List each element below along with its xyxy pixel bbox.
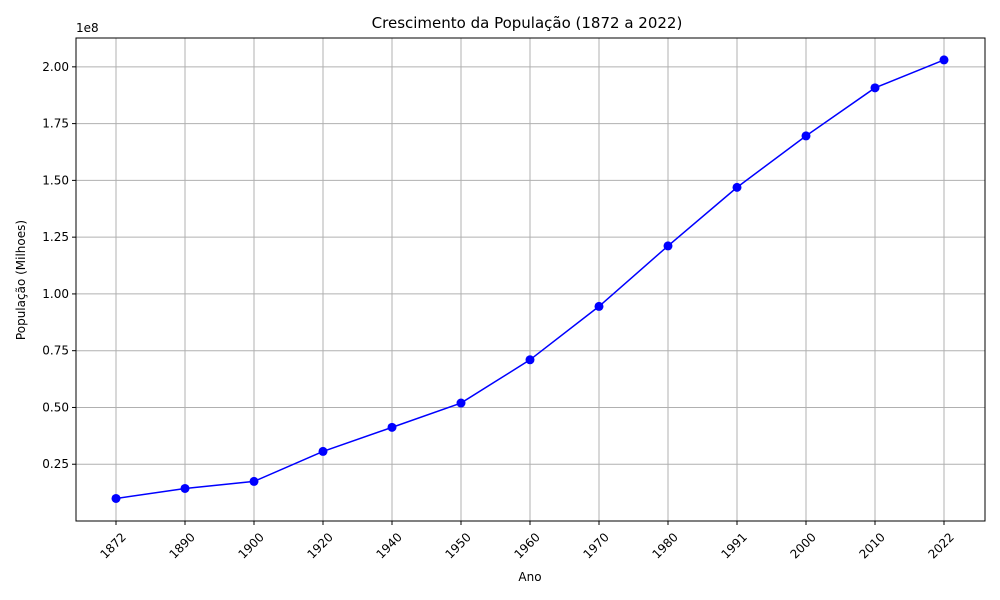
x-tick-label: 2000 (787, 530, 818, 561)
x-tick-label: 1940 (373, 530, 404, 561)
x-tick-label: 2022 (925, 530, 956, 561)
data-point (525, 355, 535, 365)
y-multiplier-label: 1e8 (76, 21, 99, 35)
plot-frame (75, 37, 986, 522)
x-tick-label: 1980 (649, 530, 680, 561)
y-tick-label: 0.25 (42, 457, 69, 471)
x-tick-label: 1920 (304, 530, 335, 561)
data-point (732, 182, 742, 192)
data-point (387, 422, 397, 432)
y-tick-label: 0.50 (42, 400, 69, 414)
data-point (318, 446, 328, 456)
series-layer (111, 55, 949, 503)
y-tick-label: 0.75 (42, 344, 69, 358)
x-axis-label: Ano (518, 570, 541, 584)
y-tick-label: 2.00 (42, 60, 69, 74)
data-point (870, 83, 880, 93)
x-tick-label: 1900 (235, 530, 266, 561)
data-point (801, 131, 811, 141)
data-point (111, 493, 121, 503)
data-point (249, 476, 259, 486)
y-tick-label: 1.25 (42, 230, 69, 244)
x-tick-label: 1991 (718, 530, 749, 561)
y-tick-label: 1.00 (42, 287, 69, 301)
y-axis-label: População (Milhoes) (14, 220, 28, 340)
data-point (180, 483, 190, 493)
x-tick-label: 1890 (166, 530, 197, 561)
x-tick-label: 2010 (856, 530, 887, 561)
x-tick-label: 1970 (580, 530, 611, 561)
ticks: 1872 1890 1900 1920 1940 1950 1960 1970 1980 1991… (42, 60, 957, 562)
chart-title: Crescimento da População (1872 a 2022) (372, 14, 683, 32)
data-point (594, 301, 604, 311)
x-tick-label: 1960 (511, 530, 542, 561)
y-tick-label: 1.50 (42, 173, 69, 187)
x-tick-label: 1872 (97, 530, 128, 561)
data-point (663, 241, 673, 251)
x-tick-label: 1950 (442, 530, 473, 561)
grid (76, 38, 985, 521)
data-point (456, 398, 466, 408)
y-tick-label: 1.75 (42, 117, 69, 131)
data-point (939, 55, 949, 65)
